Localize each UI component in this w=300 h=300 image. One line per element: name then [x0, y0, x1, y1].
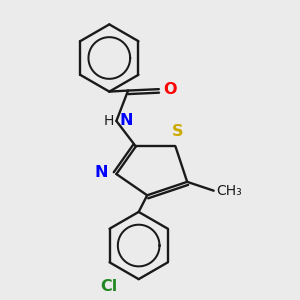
Text: N: N [94, 165, 107, 180]
Text: H: H [103, 114, 114, 128]
Text: N: N [120, 113, 134, 128]
Text: Cl: Cl [100, 279, 118, 294]
Text: S: S [172, 124, 183, 140]
Text: O: O [163, 82, 177, 97]
Text: CH₃: CH₃ [217, 184, 242, 198]
